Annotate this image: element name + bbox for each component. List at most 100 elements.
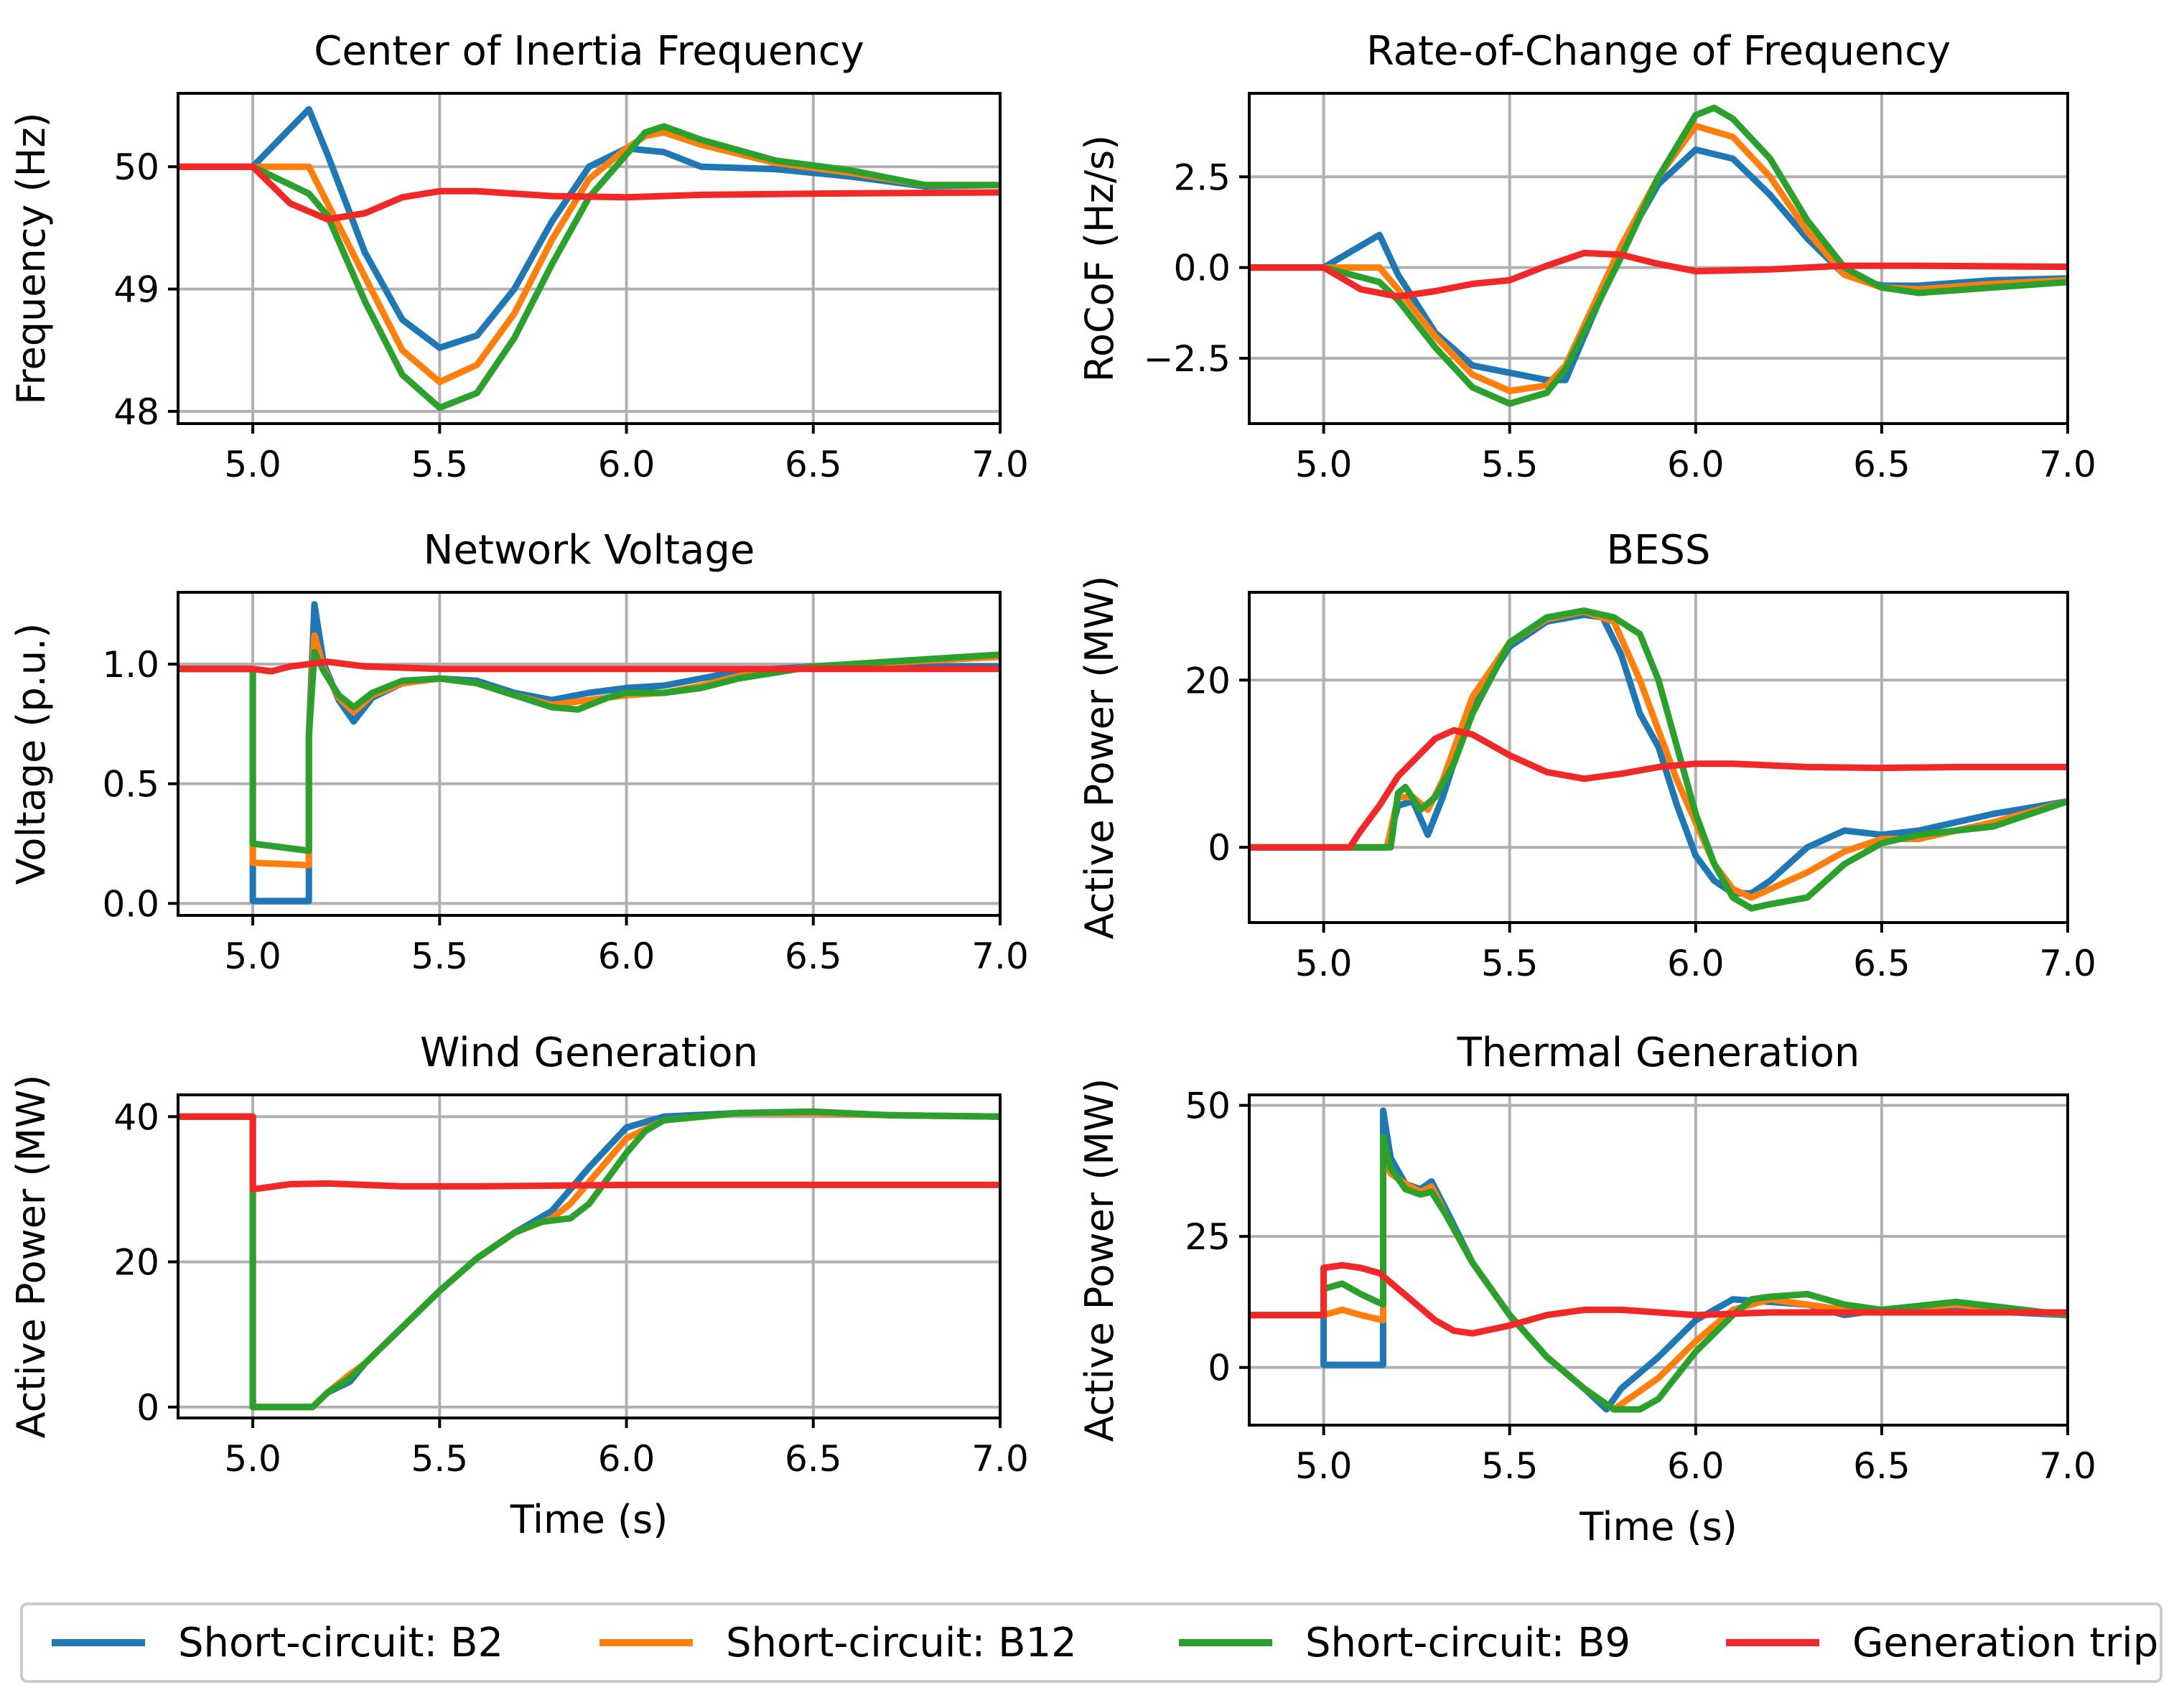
x-tick-label: 7.0 [971,935,1029,977]
x-tick-label: 6.0 [598,1438,655,1480]
series-line-short-circuit-b2 [1249,611,2068,897]
series-line-short-circuit-b2 [178,601,1000,905]
panel-title: Rate-of-Change of Frequency [1366,28,1951,75]
legend-swatch-gen-trip [1726,1639,1819,1646]
panel-network-voltage: 5.0 5.5 6.0 6.5 7.0 0.0 0.5 1.0 Network Voltage V… [9,527,1029,977]
series-line-generation-trip [178,163,1000,223]
x-tick-label: 6.5 [1853,444,1910,485]
x-tick-label: 6.0 [1667,943,1725,984]
y-tick-label: 20 [1185,660,1231,701]
y-axis-label: Voltage (p.u.) [9,623,54,885]
y-tick-label: 48 [113,391,159,433]
y-tick-label: 1.0 [102,644,159,686]
x-tick-label: 5.0 [1295,943,1353,984]
series-line-short-circuit-b9 [178,648,1000,854]
y-tick-label: −2.5 [1144,338,1231,380]
legend-label-sc-b9: Short-circuit: B9 [1305,1619,1631,1666]
x-tick-label: 5.5 [1481,943,1539,984]
plot-frame [1248,92,2069,425]
x-tick-label: 6.5 [785,1438,842,1480]
series-group [1249,1107,2068,1413]
panel-wind-generation: 5.0 5.5 6.0 6.5 7.0 0 20 40 Wind Generation Activ… [9,1030,1029,1542]
series-group [178,106,1000,411]
y-tick-label: 25 [1185,1216,1231,1258]
legend-label-gen-trip: Generation trip [1852,1619,2159,1666]
x-tick-label: 5.0 [1295,1445,1353,1487]
legend: Short-circuit: B2 Short-circuit: B12 Sho… [20,1602,2162,1683]
legend-item-sc-b12: Short-circuit: B12 [599,1605,1077,1680]
series-line-generation-trip [178,658,1000,675]
y-tick-label: 50 [1185,1086,1231,1127]
series-line-short-circuit-b2 [178,1109,1000,1411]
x-tick-label: 5.5 [411,1438,469,1480]
panel-coi-frequency: 5.0 5.5 6.0 6.5 7.0 48 49 50 Center of Inertia F… [9,28,1029,485]
panel-title: BESS [1607,527,1711,574]
y-tick-label: 0.5 [102,764,159,806]
legend-swatch-sc-b2 [52,1639,145,1646]
legend-swatch-sc-b9 [1179,1639,1272,1646]
y-tick-label: 0 [136,1387,159,1429]
y-axis-label: Frequency (Hz) [9,112,54,404]
x-tick-label: 6.5 [785,444,842,485]
x-tick-label: 5.0 [224,444,281,485]
panel-title: Center of Inertia Frequency [314,28,864,75]
y-tick-label: 0 [1208,827,1231,869]
x-tick-label: 5.5 [411,935,469,977]
series-group [1249,607,2068,912]
series-group [1249,104,2068,407]
x-tick-label: 5.5 [411,444,469,485]
series-line-generation-trip [1249,727,2068,851]
plot-frame [177,92,1002,425]
series-line-generation-trip [1249,1261,2068,1337]
series-line-generation-trip [178,1113,1000,1193]
panel-rocof: 5.0 5.5 6.0 6.5 7.0 −2.5 0.0 2.5 Rate-of-Change … [1077,28,2096,485]
series-line-short-circuit-b2 [1249,1107,2068,1413]
x-tick-label: 6.0 [598,935,655,977]
plot-frame [177,1093,1002,1419]
y-tick-label: 50 [113,146,159,188]
y-axis-label: RoCoF (Hz/s) [1077,135,1122,383]
y-axis-label: Active Power (MW) [9,1075,54,1439]
series-line-short-circuit-b12 [1249,1154,2068,1413]
x-tick-label: 7.0 [2039,1445,2096,1487]
panel-title: Network Voltage [424,527,755,574]
x-tick-label: 6.0 [598,444,655,485]
x-tick-label: 6.0 [1667,1445,1725,1487]
panel-thermal-generation: 5.0 5.5 6.0 6.5 7.0 0 25 50 Thermal Generation Ac… [1077,1030,2096,1549]
x-tick-label: 5.5 [1481,444,1539,485]
x-tick-label: 7.0 [2039,943,2096,984]
series-line-short-circuit-b9 [1249,607,2068,912]
y-tick-label: 40 [113,1096,159,1138]
x-tick-label: 5.5 [1481,1445,1539,1487]
x-tick-label: 6.5 [1853,943,1910,984]
x-axis-label: Time (s) [510,1497,668,1542]
y-tick-label: 20 [113,1242,159,1284]
series-line-short-circuit-b9 [178,1108,1000,1411]
series-group [178,1108,1000,1411]
x-axis-label: Time (s) [1579,1504,1737,1549]
y-tick-label: 2.5 [1173,157,1231,198]
x-tick-label: 5.0 [224,935,281,977]
x-tick-label: 6.5 [785,935,842,977]
legend-label-sc-b12: Short-circuit: B12 [726,1619,1077,1666]
series-line-short-circuit-b9 [1249,1133,2068,1413]
x-tick-label: 5.0 [224,1438,281,1480]
y-tick-label: 0 [1208,1348,1231,1389]
legend-item-sc-b2: Short-circuit: B2 [52,1605,503,1680]
x-tick-label: 7.0 [971,444,1029,485]
y-axis-label: Active Power (MW) [1077,1078,1122,1442]
x-tick-label: 6.0 [1667,444,1725,485]
panel-bess: 5.0 5.5 6.0 6.5 7.0 0 20 BESS Active Power (MW) [1077,527,2096,984]
series-line-generation-trip [1249,249,2068,300]
plot-frame [177,591,1002,917]
series-line-short-circuit-b12 [178,1109,1000,1411]
y-axis-label: Active Power (MW) [1077,576,1122,940]
legend-swatch-sc-b12 [599,1639,693,1646]
x-tick-label: 7.0 [971,1438,1029,1480]
panel-title: Thermal Generation [1457,1030,1860,1076]
series-line-short-circuit-b2 [178,106,1000,351]
series-line-short-circuit-b9 [1249,104,2068,407]
legend-item-sc-b9: Short-circuit: B9 [1179,1605,1630,1680]
plot-frame [1248,1093,2069,1427]
